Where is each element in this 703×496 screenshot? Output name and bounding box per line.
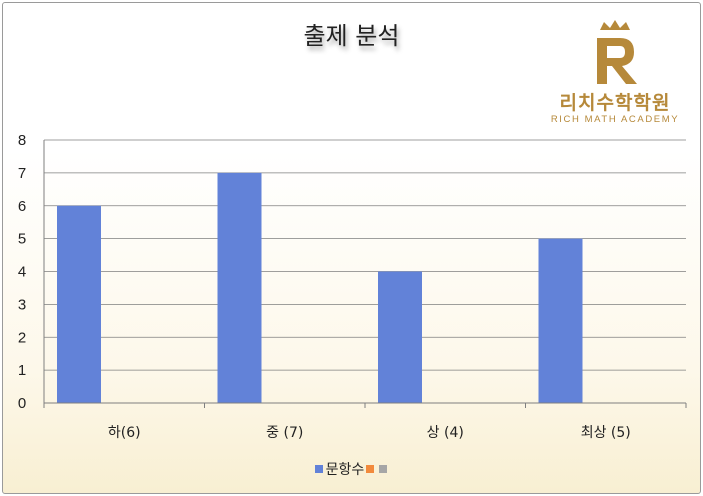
chart-title: 출제 분석 [303, 22, 400, 50]
y-tick-label: 8 [18, 132, 26, 149]
y-tick-label: 7 [18, 165, 26, 182]
academy-logo: 리치수학학원 RICH MATH ACADEMY [540, 20, 695, 130]
y-tick-label: 0 [18, 395, 26, 412]
legend-swatch-1 [366, 465, 375, 473]
y-tick-label: 3 [18, 296, 26, 313]
legend-swatch-0 [314, 465, 323, 473]
x-tick-label: 중 (7) [266, 425, 303, 441]
y-tick-label: 6 [18, 198, 26, 215]
logo-crown-r-icon [597, 20, 637, 84]
x-tick-label: 최상 (5) [581, 425, 631, 441]
y-tick-label: 4 [18, 264, 26, 281]
bar [538, 238, 583, 403]
logo-name: 리치수학학원 [559, 92, 671, 114]
legend-label-0: 문항수 [325, 462, 365, 478]
y-tick-label: 1 [18, 362, 26, 379]
bar [378, 271, 422, 403]
x-tick-label: 상 (4) [427, 425, 464, 441]
bar [57, 205, 101, 403]
logo-subtitle: RICH MATH ACADEMY [550, 114, 680, 125]
y-tick-label: 2 [18, 329, 26, 346]
x-tick-label: 하(6) [108, 425, 141, 441]
y-tick-label: 5 [18, 231, 26, 248]
legend: 문항수 [0, 459, 703, 479]
bar [217, 172, 262, 403]
legend-swatch-2 [379, 465, 388, 473]
